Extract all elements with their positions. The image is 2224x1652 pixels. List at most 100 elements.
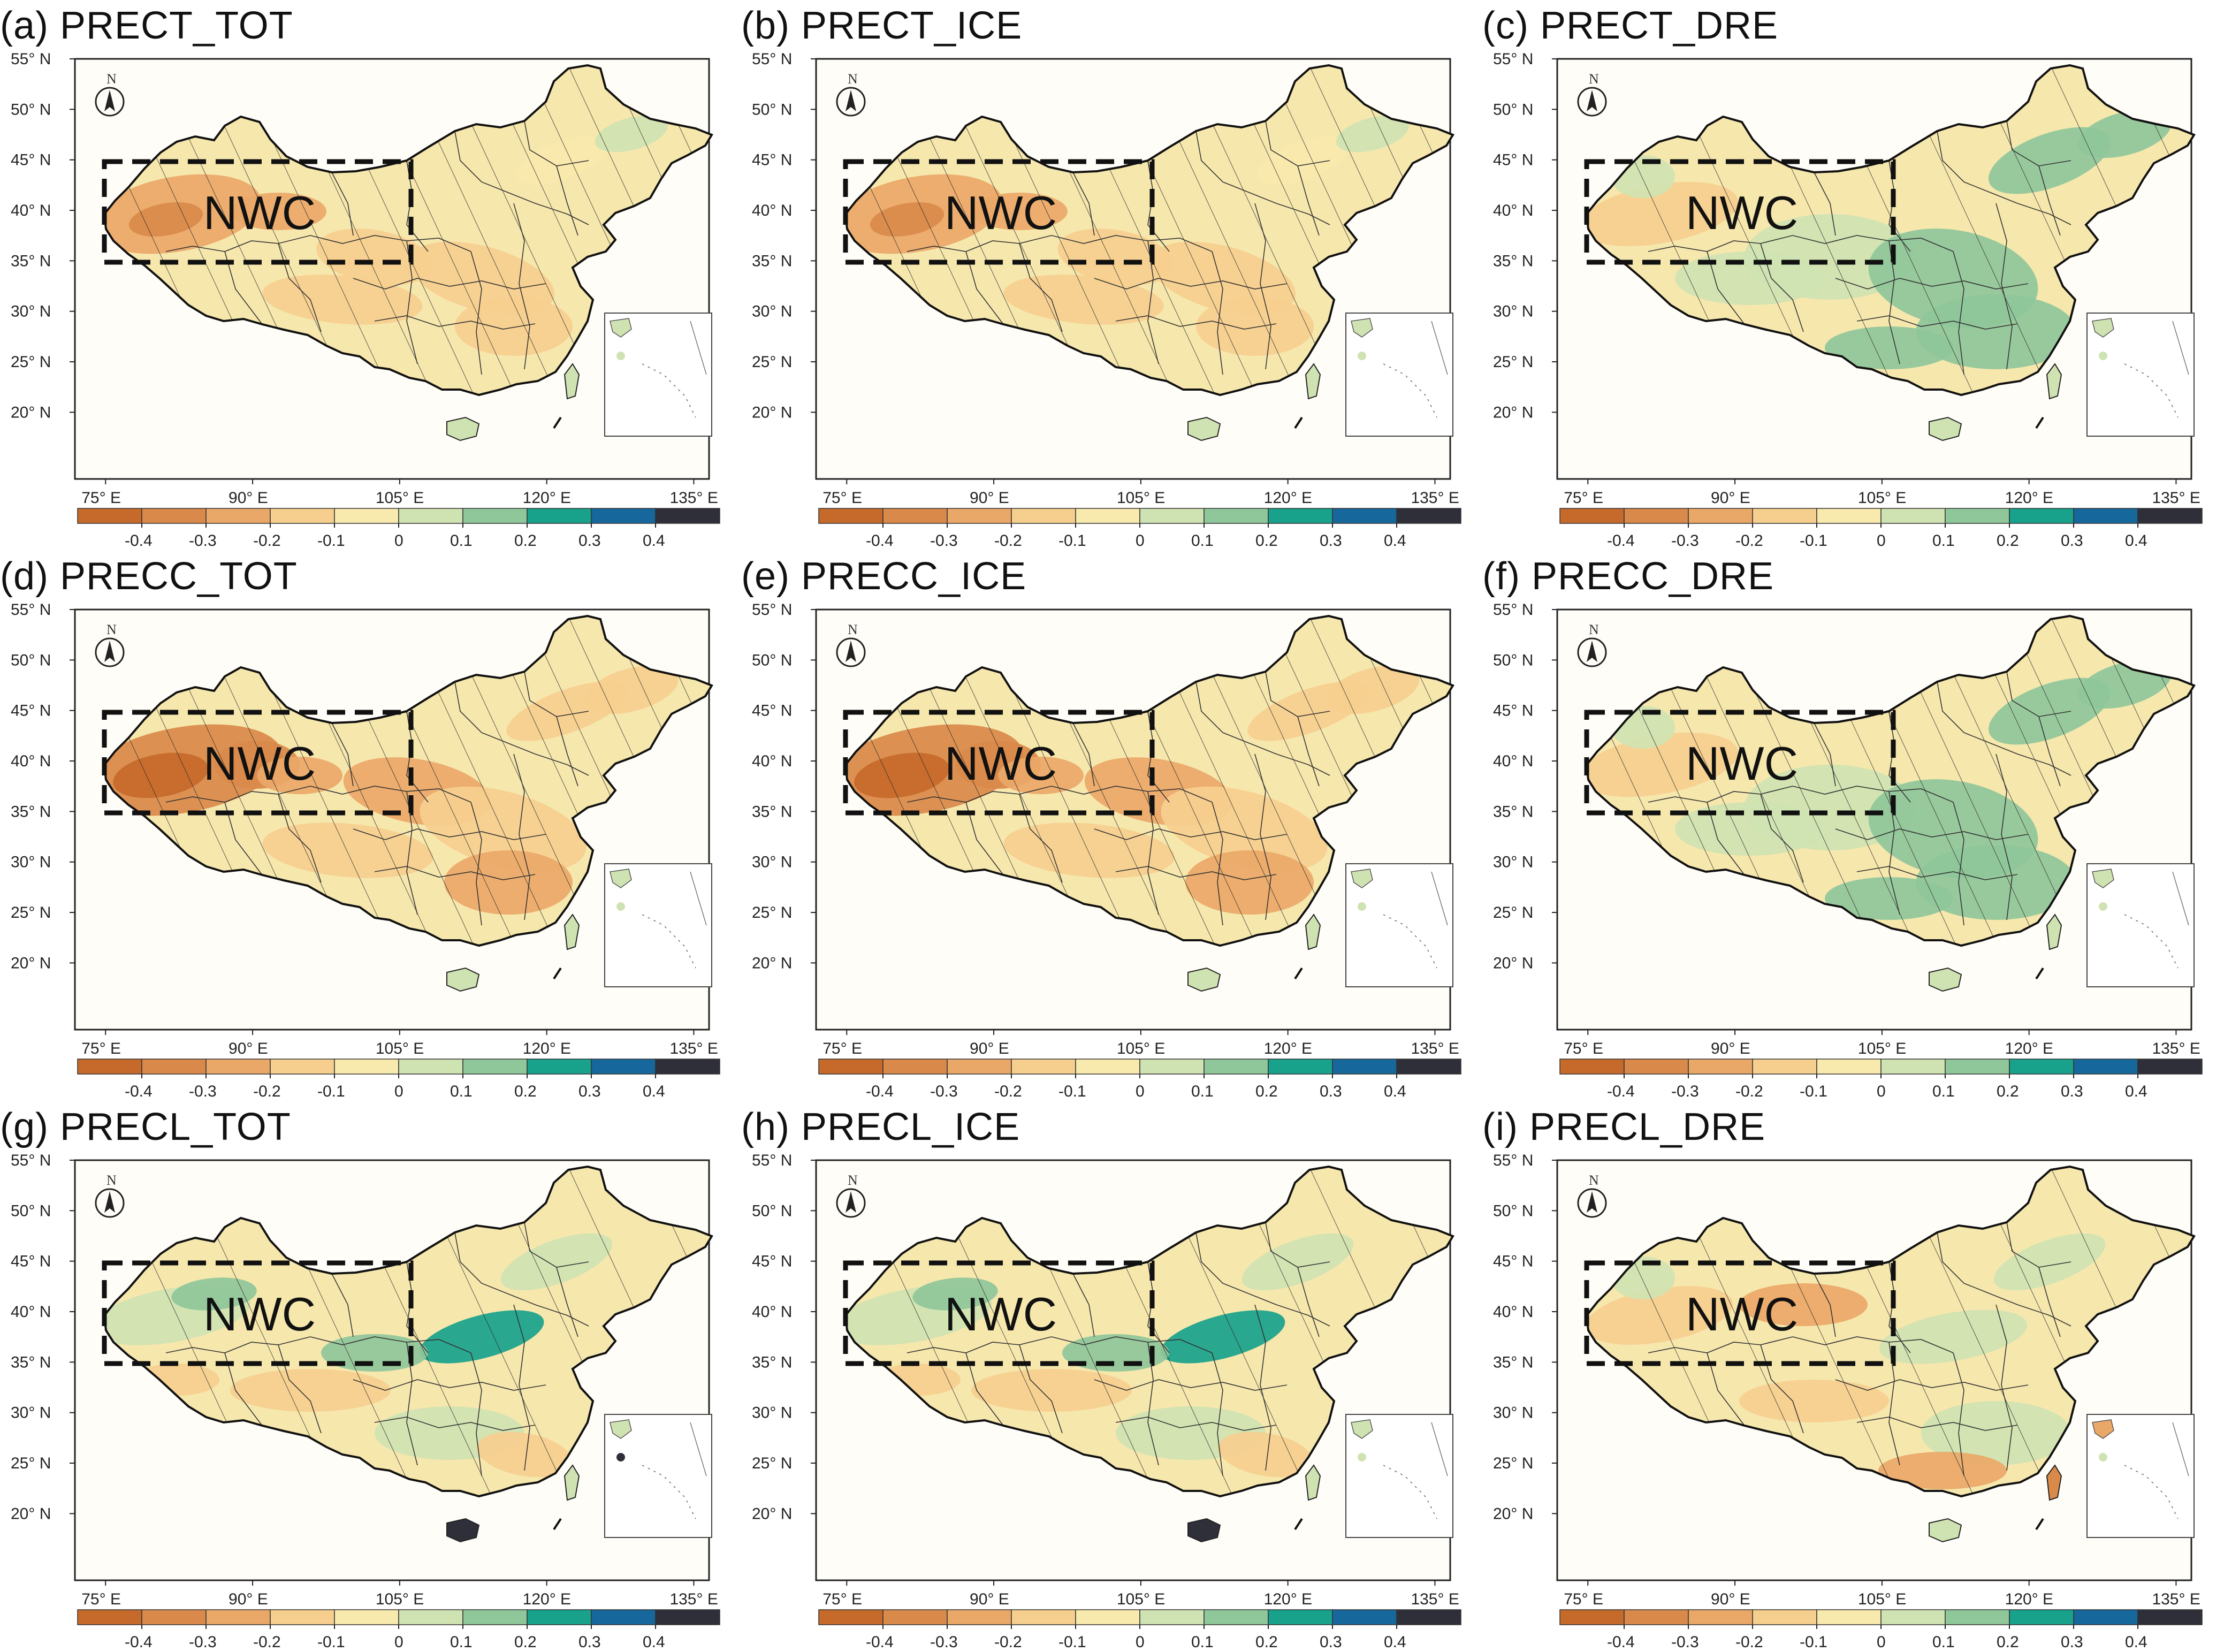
hainan-island [446,967,480,992]
significance-hatching [1587,65,2194,395]
taiwan-island [563,363,580,400]
lat-tick-label: 25° N [752,353,792,371]
colorbar-segment [1139,508,1205,524]
lon-tick-label: 120° E [2005,1040,2053,1057]
colorbar-segment [947,1059,1012,1075]
colorbar-label: -0.3 [1671,1633,1699,1651]
lat-tick-label: 50° N [1493,1202,1533,1220]
province-border [374,1417,536,1431]
lat-tick-label: 30° N [1493,303,1533,321]
colorbar-label: -0.4 [1607,532,1635,550]
colorbar-label: -0.2 [994,1633,1022,1651]
hainan-island [1187,967,1221,992]
lat-tick-label: 30° N [752,1404,792,1422]
province-border [1814,1273,1836,1337]
colorbar: -0.4 -0.3 -0.2 -0.1 0 0.1 0.2 0.3 0.4 [1559,508,2203,550]
colorbar-segment [1688,1059,1753,1075]
colorbar-label: -0.1 [1800,532,1827,550]
colorbar: -0.4 -0.3 -0.2 -0.1 0 0.1 0.2 0.3 0.4 [77,1059,720,1100]
province-border [1856,866,2018,880]
south-china-sea-inset [1345,863,1453,987]
significance-hatching [846,616,1453,946]
colorbar-label: -0.3 [930,1083,958,1100]
province-border [1792,235,1954,252]
colorbar-segment [1945,508,2010,524]
colorbar-segment [141,1059,207,1075]
china-map-panel: NWC N 55° N 50° N 45° N 40° N 35° N 30° N 25° N 2… [11,1152,720,1651]
province-border [513,203,530,370]
province-border [331,722,354,787]
colorbar-segment [1011,1609,1076,1625]
colorbar-label: 0.1 [1932,1633,1955,1651]
dash-line-islands [553,416,562,429]
colorbar-label: -0.4 [866,1633,894,1651]
province-border [1072,1273,1095,1337]
lat-tick-label: 30° N [1493,1404,1533,1422]
colorbar-label: -0.1 [317,1633,345,1651]
colorbar-segment [462,1059,528,1075]
panel-i: (i) PRECL_DRE NWC N 55° N 50° N 45° N 40° N 35… [1482,1101,2223,1652]
province-border [1835,1379,2029,1391]
colorbar-segment [591,1609,656,1625]
province-border [1115,1417,1277,1431]
province-border [1276,203,1330,225]
lat-tick-label: 40° N [11,1303,51,1321]
lon-tick-label: 135° E [1411,1040,1459,1057]
colorbar-segment [882,1059,948,1075]
province-border [2038,716,2061,787]
lat-tick-label: 35° N [752,803,792,820]
colorbar-segment [462,508,528,524]
panel-title: (c) PRECT_DRE [1482,4,1779,47]
colorbar-label: 0.4 [1384,1083,1406,1100]
province-border [535,203,589,225]
compass-icon: N [1577,71,1607,117]
colorbar: -0.4 -0.3 -0.2 -0.1 0 0.1 0.2 0.3 0.4 [818,1059,1461,1100]
country-border [1585,1165,2196,1498]
lat-tick-label: 30° N [752,303,792,321]
colorbar-label: 0.2 [1255,1633,1278,1651]
lat-tick-label: 50° N [11,1202,51,1220]
province-border [331,1273,354,1337]
province-border [556,1267,578,1337]
lat-tick-label: 55° N [11,601,51,619]
nwc-label: NWC [203,1288,316,1341]
lon-tick-label: 75° E [1564,1590,1603,1608]
compass-icon: N [1577,622,1607,667]
province-border [524,671,589,717]
lat-tick-label: 20° N [11,1505,51,1522]
colorbar-label: 0 [394,1633,403,1651]
colorbar-segment [77,1059,142,1075]
colorbar-segment [1880,508,1946,524]
lon-tick-label: 120° E [523,1590,571,1608]
significance-hatching [1587,1167,2194,1496]
colorbar-segment [947,508,1012,524]
province-border [2038,1267,2061,1337]
province-border [310,235,471,252]
colorbar-label: -0.2 [1735,1083,1763,1100]
south-china-sea-inset [2086,1414,2195,1538]
colorbar-segment [1204,1609,1269,1625]
panel-c: (c) PRECT_DRE NWC N 55° N 50° N 45° N 40° N 35… [1482,0,2223,551]
province-border [1792,1336,1954,1353]
lon-tick-label: 120° E [2005,489,2053,507]
colorbar-label: 0.2 [1997,1083,2019,1100]
south-china-sea-inset [2086,313,2195,437]
colorbar-label: -0.1 [317,1083,345,1100]
province-border [1995,753,2013,920]
lon-tick-label: 75° E [1564,489,1603,507]
lat-tick-label: 30° N [1493,854,1533,871]
china-map-panel: NWC N 55° N 50° N 45° N 40° N 35° N 30° N 25° N 2… [1493,1152,2203,1651]
lon-tick-label: 105° E [1117,489,1165,507]
china-map-panel: NWC N 55° N 50° N 45° N 40° N 35° N 30° N 25° N 2… [1493,601,2203,1100]
colorbar: -0.4 -0.3 -0.2 -0.1 0 0.1 0.2 0.3 0.4 [77,1609,720,1651]
lat-tick-label: 55° N [11,50,51,68]
lat-tick-label: 30° N [11,854,51,871]
province-border [907,235,1052,252]
province-border [907,1336,1052,1353]
nwc-box [843,159,1155,265]
colorbar-label: 0.1 [450,532,473,550]
compass-icon: N [95,1173,125,1218]
lat-tick-label: 25° N [752,1455,792,1472]
panel-h: (h) PRECL_ICE NWC N 55° N 50° N 45° N 40° N 35… [741,1101,1482,1652]
province-border [524,120,589,166]
